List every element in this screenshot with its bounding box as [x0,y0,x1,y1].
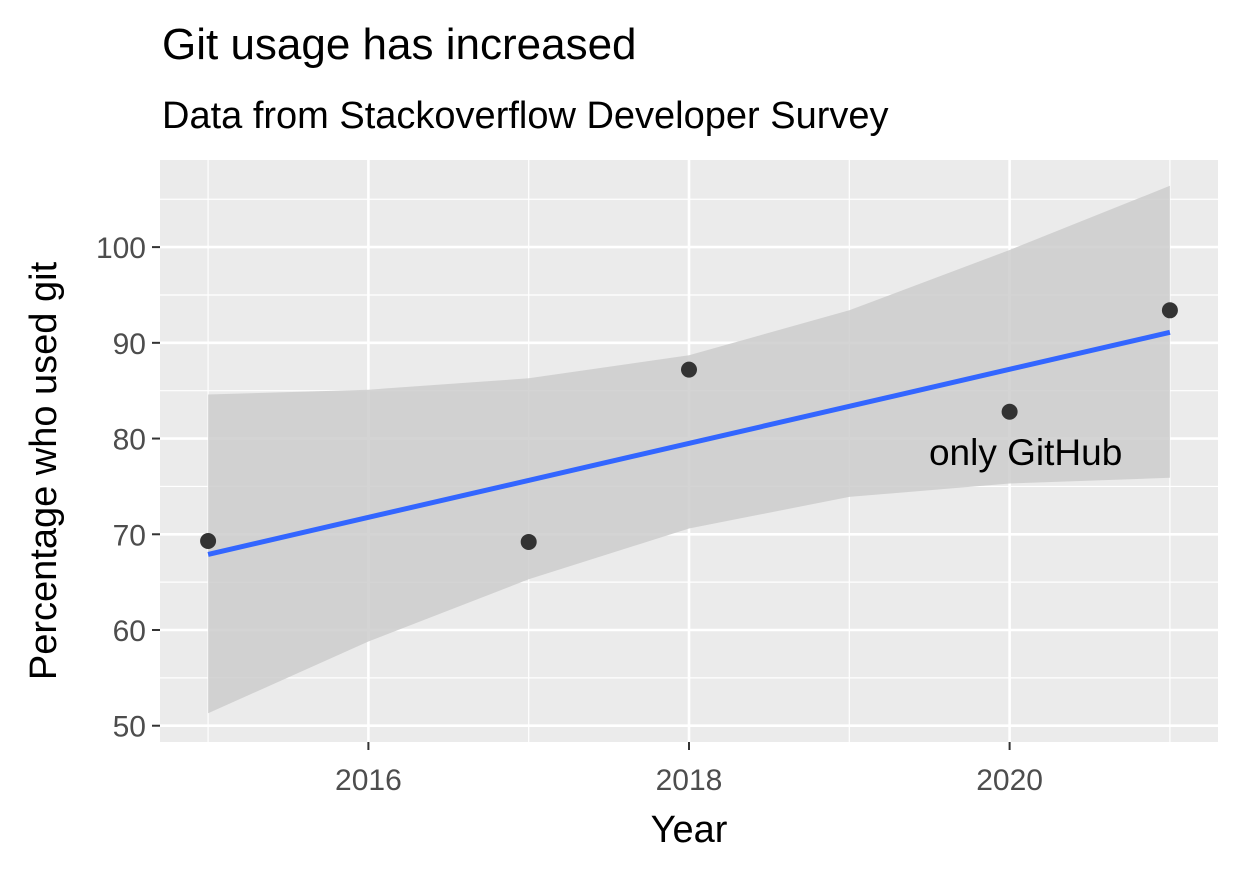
x-tick-label: 2020 [976,764,1043,797]
chart-title: Git usage has increased [162,20,637,69]
annotation-label: only GitHub [929,432,1122,473]
y-tick-label: 90 [113,328,146,361]
y-tick-label: 70 [113,519,146,552]
chart-subtitle: Data from Stackoverflow Developer Survey [162,95,889,137]
confidence-band [208,185,1170,714]
trend-line [207,329,1171,557]
y-tick-label: 50 [113,711,146,744]
data-point [200,532,217,549]
data-point [1001,403,1018,420]
data-point [681,361,697,378]
data-point [520,533,537,550]
y-tick-label: 80 [113,424,146,457]
x-tick-label: 2016 [335,764,402,797]
y-tick-label: 60 [113,615,146,648]
x-axis-title: Year [651,809,728,851]
y-tick-label: 100 [96,232,146,265]
y-axis-title: Percentage who used git [23,261,65,680]
x-tick-label: 2018 [656,764,723,797]
data-point [1161,302,1178,319]
